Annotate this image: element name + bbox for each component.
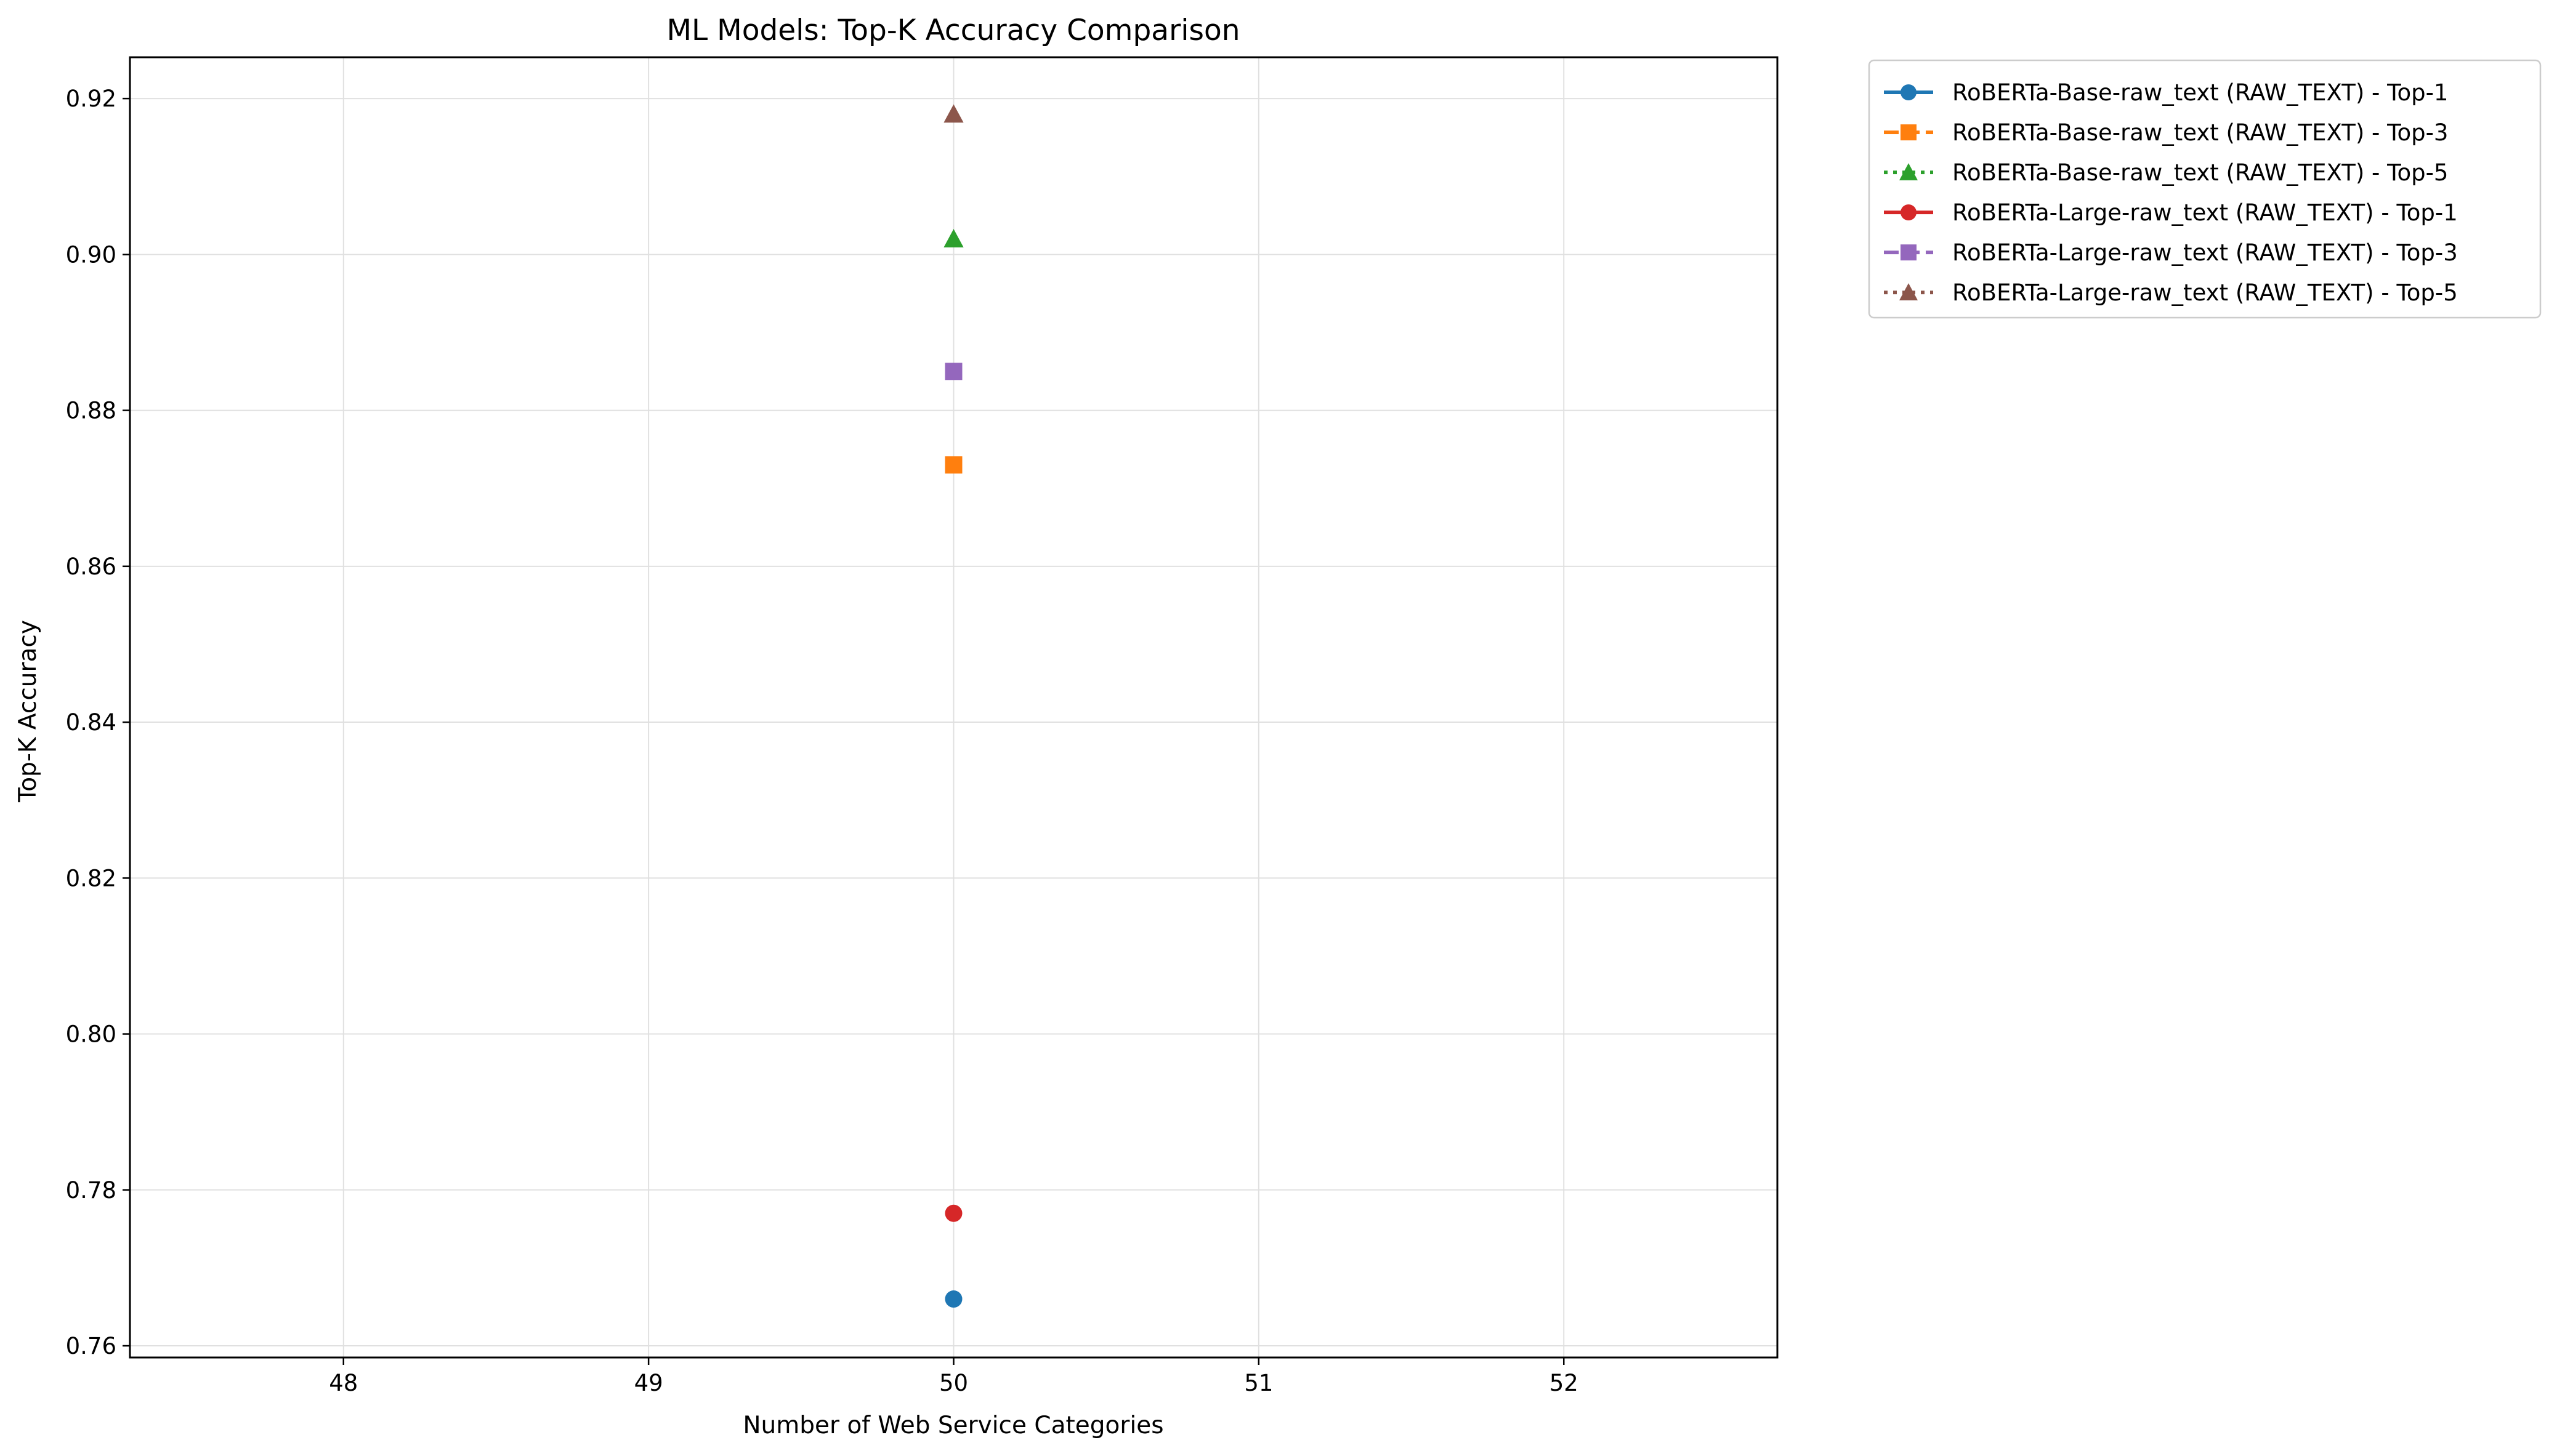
data-point [945, 363, 963, 380]
legend-marker [1901, 124, 1917, 140]
data-point [943, 228, 964, 247]
series-1 [945, 1290, 963, 1308]
x-tick-label: 49 [634, 1370, 663, 1396]
y-axis-label: Top-K Accuracy [14, 620, 42, 803]
x-tick-label: 50 [939, 1370, 968, 1396]
legend-label: RoBERTa-Large-raw_text (RAW_TEXT) - Top-… [1952, 239, 2458, 266]
x-tick-label: 52 [1549, 1370, 1578, 1396]
y-tick-label: 0.88 [66, 398, 116, 424]
x-tick-label: 51 [1244, 1370, 1273, 1396]
data-point [945, 1290, 963, 1308]
legend-frame [1868, 59, 2542, 319]
legend-marker [1901, 84, 1917, 100]
x-axis-label: Number of Web Service Categories [743, 1412, 1163, 1439]
data-point [945, 1204, 963, 1222]
legend-entry: RoBERTa-Base-raw_text (RAW_TEXT) - Top-1 [1884, 79, 2448, 106]
legend-entry: RoBERTa-Base-raw_text (RAW_TEXT) - Top-5 [1884, 159, 2448, 186]
legend-marker [1899, 163, 1918, 180]
y-tick-label: 0.84 [66, 709, 116, 736]
legend-label: RoBERTa-Base-raw_text (RAW_TEXT) - Top-3 [1952, 119, 2448, 146]
legend-label: RoBERTa-Large-raw_text (RAW_TEXT) - Top-… [1952, 199, 2458, 226]
y-tick-label: 0.76 [66, 1333, 116, 1359]
legend: RoBERTa-Base-raw_text (RAW_TEXT) - Top-1… [1868, 59, 2542, 319]
data-point [943, 104, 964, 123]
axis-ticks: 48 49 50 51 52 0.76 0.78 0.80 0.82 0.84 0.86 0.88 0.… [66, 86, 1578, 1396]
gridlines [130, 57, 1777, 1357]
legend-entry: RoBERTa-Base-raw_text (RAW_TEXT) - Top-3 [1884, 119, 2448, 146]
series-3 [943, 228, 964, 247]
legend-label: RoBERTa-Large-raw_text (RAW_TEXT) - Top-… [1952, 280, 2458, 306]
legend-entry: RoBERTa-Large-raw_text (RAW_TEXT) - Top-… [1884, 199, 2458, 226]
series-4 [945, 1204, 963, 1222]
series-5 [945, 363, 963, 380]
legend-marker [1901, 204, 1917, 220]
chart-title: ML Models: Top-K Accuracy Comparison [666, 14, 1240, 47]
y-tick-label: 0.82 [66, 865, 116, 891]
y-tick-label: 0.92 [66, 86, 116, 112]
legend-entry: RoBERTa-Large-raw_text (RAW_TEXT) - Top-… [1884, 280, 2458, 306]
series-6 [943, 104, 964, 123]
y-tick-label: 0.78 [66, 1177, 116, 1204]
data-point [945, 456, 963, 474]
y-tick-label: 0.90 [66, 241, 116, 268]
legend-marker [1901, 244, 1917, 260]
legend-label: RoBERTa-Base-raw_text (RAW_TEXT) - Top-5 [1952, 159, 2448, 186]
legend-label: RoBERTa-Base-raw_text (RAW_TEXT) - Top-1 [1952, 79, 2448, 106]
legend-entry: RoBERTa-Large-raw_text (RAW_TEXT) - Top-… [1884, 239, 2458, 266]
x-tick-label: 48 [329, 1370, 358, 1396]
y-tick-label: 0.80 [66, 1021, 116, 1048]
legend-marker [1899, 283, 1918, 300]
data-series [943, 104, 964, 1308]
series-2 [945, 456, 963, 474]
y-tick-label: 0.86 [66, 553, 116, 580]
